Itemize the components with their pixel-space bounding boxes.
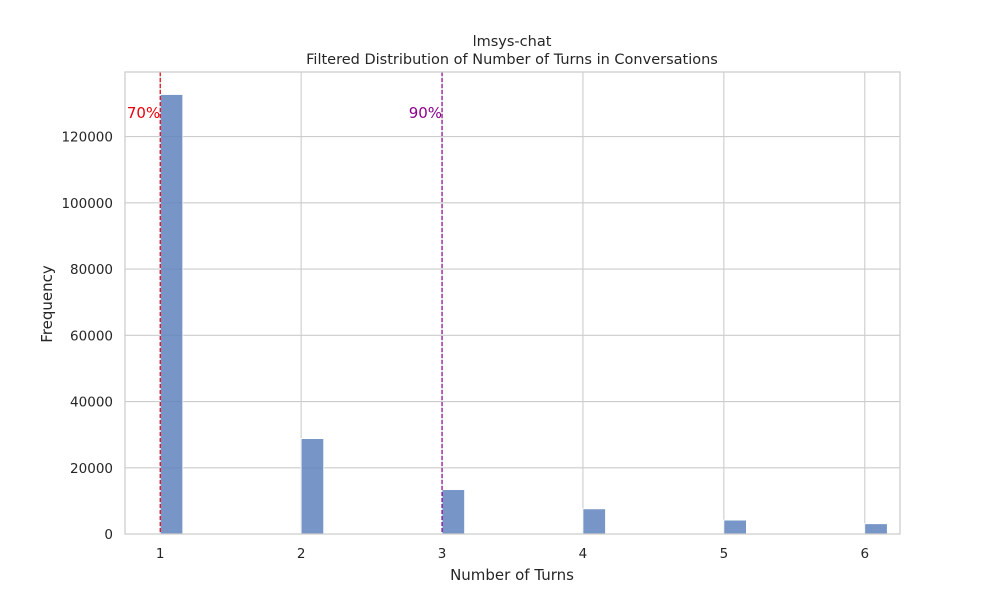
x-tick-labels: 1 2 3 4 5 6 bbox=[156, 546, 869, 562]
x-tick-label: 5 bbox=[720, 546, 729, 562]
grid-lines bbox=[125, 72, 900, 535]
histogram-bar bbox=[864, 523, 888, 535]
histogram-bar bbox=[441, 489, 465, 535]
y-tick-label: 80000 bbox=[70, 262, 113, 278]
y-tick-label: 40000 bbox=[70, 395, 113, 411]
y-tick-labels: 0 20000 40000 60000 80000 100000 120000 bbox=[61, 130, 113, 543]
y-tick-label: 60000 bbox=[70, 328, 113, 344]
x-tick-label: 2 bbox=[297, 546, 306, 562]
x-tick-label: 3 bbox=[438, 546, 447, 562]
x-tick-label: 4 bbox=[579, 546, 588, 562]
histogram-bar bbox=[723, 519, 747, 535]
chart-subtitle: Filtered Distribution of Number of Turns… bbox=[306, 52, 718, 68]
y-tick-label: 120000 bbox=[61, 130, 113, 146]
y-tick-label: 0 bbox=[104, 527, 113, 543]
percentile-lines: 70% 90% bbox=[127, 72, 443, 534]
histogram-bar bbox=[300, 438, 325, 535]
x-axis-label: Number of Turns bbox=[450, 566, 574, 584]
y-tick-label: 100000 bbox=[61, 196, 113, 212]
chart-title: lmsys-chat bbox=[473, 34, 552, 50]
histogram-bar bbox=[582, 508, 606, 535]
y-tick-label: 20000 bbox=[70, 461, 113, 477]
x-tick-label: 1 bbox=[156, 546, 165, 562]
bars bbox=[159, 94, 888, 535]
x-tick-label: 6 bbox=[860, 546, 869, 562]
percentile-label: 90% bbox=[409, 104, 442, 122]
plot-frame bbox=[124, 71, 901, 535]
y-axis-label: Frequency bbox=[38, 265, 56, 343]
percentile-label: 70% bbox=[127, 104, 160, 122]
histogram-bar bbox=[159, 94, 184, 535]
